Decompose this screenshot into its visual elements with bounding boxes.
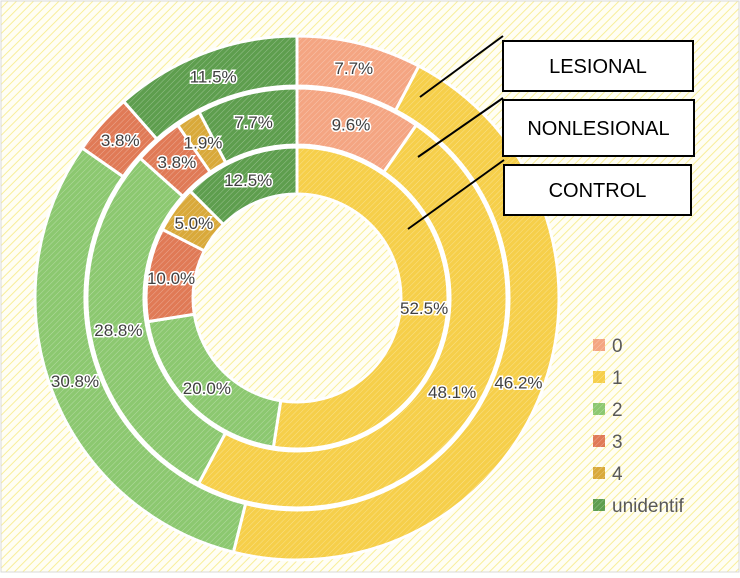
- legend-swatch-1: [593, 371, 605, 383]
- legend-label-2: 2: [612, 400, 623, 421]
- value-label-control-cat-3: 10.0%: [147, 269, 195, 288]
- slice-control-cat-unidentif: [188, 145, 299, 227]
- value-label-nonlesional-cat-1: 48.1%: [428, 383, 476, 402]
- callout-box-nonlesional: [502, 99, 695, 157]
- slice-nonlesional-cat-1: [196, 123, 509, 510]
- value-label-control-cat-2: 20.0%: [183, 379, 231, 398]
- callout-label-lesional: LESIONAL: [549, 56, 647, 78]
- value-label-nonlesional-cat-3: 3.8%: [157, 153, 196, 172]
- value-label-control-cat-4: 5.0%: [174, 214, 213, 233]
- legend-label-3: 3: [612, 432, 623, 453]
- value-label-lesional-cat-3: 3.8%: [101, 131, 140, 150]
- callouts: LESIONAL NONLESIONAL CONTROL: [407, 35, 695, 230]
- slice-lesional-cat-1: [231, 64, 561, 562]
- value-label-lesional-cat-0: 7.7%: [334, 59, 373, 78]
- rings: [33, 34, 561, 562]
- value-label-nonlesional-cat-4: 1.9%: [184, 134, 223, 153]
- value-labels: 7.7% 46.2% 30.8% 3.8% 11.5% 9.6% 48.1% 28.8% 3.8…: [49, 57, 544, 403]
- legend-label-unidentif: unidentif: [612, 496, 685, 517]
- callout-box-control: [503, 164, 692, 216]
- value-label-nonlesional-cat-0: 9.6%: [332, 116, 371, 135]
- callout-label-nonlesional: NONLESIONAL: [527, 118, 669, 140]
- legend-swatch-0: [593, 339, 605, 351]
- callout-label-control: CONTROL: [549, 180, 647, 202]
- value-label-control-cat-unidentif: 12.5%: [224, 171, 272, 190]
- value-label-lesional-cat-1: 46.2%: [494, 373, 542, 392]
- legend-label-0: 0: [612, 336, 623, 357]
- value-label-nonlesional-cat-2: 28.8%: [94, 321, 142, 340]
- callout-line-control: [407, 159, 505, 230]
- value-label-control-cat-1: 52.5%: [400, 299, 448, 318]
- legend-label-1: 1: [612, 368, 623, 389]
- legend-swatch-unidentif: [593, 499, 605, 511]
- value-label-lesional-cat-unidentif: 11.5%: [190, 67, 237, 86]
- slice-lesional-cat-unidentif: [121, 34, 299, 142]
- callout-line-nonlesional: [417, 97, 504, 158]
- value-label-lesional-cat-2: 30.8%: [51, 372, 99, 391]
- callout-box-lesional: [502, 40, 694, 92]
- callout-line-lesional: [419, 35, 504, 98]
- slice-nonlesional-cat-2: [85, 156, 228, 486]
- slice-nonlesional-cat-unidentif: [197, 86, 299, 165]
- legend-label-4: 4: [612, 464, 623, 485]
- legend-swatch-4: [593, 467, 605, 479]
- legend-swatch-2: [593, 403, 605, 415]
- value-label-nonlesional-cat-unidentif: 7.7%: [234, 113, 273, 132]
- legend: 0 1 2 3 4 unidentif: [593, 336, 685, 517]
- legend-swatch-3: [593, 435, 605, 447]
